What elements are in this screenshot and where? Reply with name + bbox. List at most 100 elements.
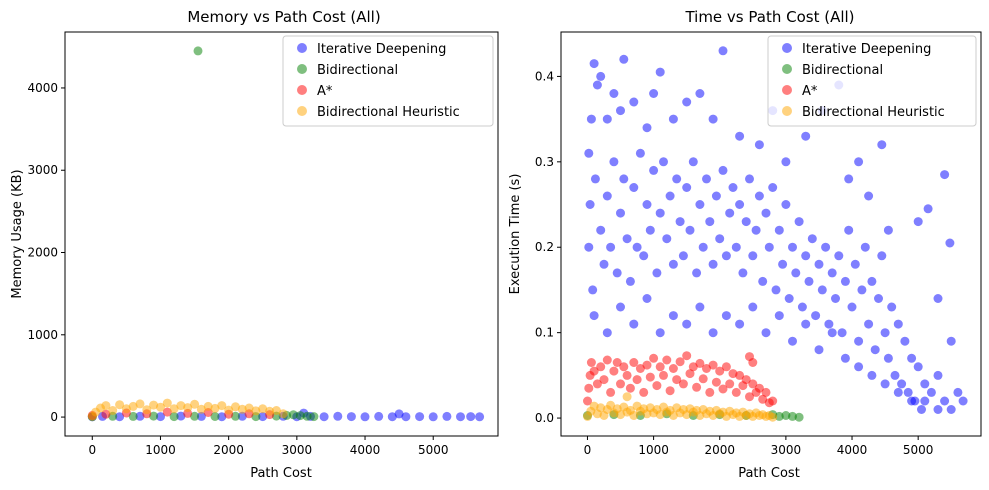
data-point (251, 406, 261, 416)
data-point (678, 251, 688, 261)
data-point (804, 276, 814, 286)
data-point (295, 411, 305, 421)
data-point (596, 225, 606, 235)
data-point (606, 387, 616, 397)
data-point (735, 200, 745, 209)
data-point (586, 358, 596, 367)
data-point (156, 402, 165, 412)
chart-title: Memory vs Path Cost (All) (187, 8, 380, 26)
data-point (860, 242, 870, 252)
data-point (599, 375, 609, 385)
data-point (867, 276, 877, 286)
y-tick-label: 0 (50, 410, 58, 424)
data-point (602, 114, 612, 124)
data-point (933, 370, 943, 380)
data-point (781, 200, 791, 209)
data-point (731, 242, 741, 252)
data-point (101, 401, 111, 411)
data-point (649, 89, 659, 98)
memory-chart: Memory vs Path Cost (All) 0 1000 2000 3000 4… (10, 8, 499, 481)
data-point (162, 398, 172, 408)
data-point (639, 251, 649, 261)
data-point (698, 242, 708, 252)
data-point (682, 319, 692, 329)
data-point (333, 411, 343, 421)
time-chart: Time vs Path Cost (All) 0 1000 2000 3000 400… (508, 8, 982, 481)
data-point (592, 80, 602, 90)
data-point (692, 268, 702, 278)
data-point (466, 412, 476, 422)
data-point (811, 311, 821, 321)
data-point (788, 411, 797, 421)
data-point (596, 71, 606, 81)
data-point (665, 386, 675, 396)
y-tick-label: 3000 (27, 163, 58, 177)
data-point (652, 381, 662, 391)
legend-label: Bidirectional (317, 63, 398, 78)
data-point (210, 412, 220, 421)
data-point (183, 403, 193, 413)
data-point (864, 191, 874, 201)
data-point (913, 362, 923, 372)
data-point (788, 336, 797, 346)
x-tick-label: 2000 (704, 443, 735, 457)
data-point (791, 268, 801, 278)
data-point (708, 114, 718, 124)
data-point (632, 375, 642, 385)
data-point (814, 259, 824, 269)
data-point (319, 412, 329, 422)
plot-area: 0 1000 2000 3000 4000 5000 0.0 0.1 0.2 0.3 0.4 (535, 31, 982, 457)
data-point (645, 225, 655, 235)
data-point (794, 412, 804, 422)
data-point (258, 404, 268, 414)
data-point (665, 191, 675, 201)
data-point (625, 383, 635, 393)
data-point (629, 183, 639, 192)
data-point (801, 131, 811, 141)
data-point (668, 259, 678, 269)
data-point (870, 345, 880, 355)
chart-title: Time vs Path Cost (All) (684, 8, 854, 26)
data-point (176, 401, 186, 411)
data-point (622, 370, 632, 380)
x-tick-label: 1000 (145, 443, 176, 457)
data-point (588, 285, 598, 295)
data-point (751, 225, 761, 235)
data-point (589, 311, 599, 321)
data-point (619, 174, 629, 184)
data-point (589, 59, 599, 69)
data-point (708, 259, 718, 269)
data-point (659, 157, 668, 167)
y-tick-label: 0.0 (535, 411, 554, 425)
data-point (346, 412, 356, 422)
data-point (672, 375, 682, 385)
x-tick-label: 3000 (282, 443, 313, 457)
data-point (844, 225, 854, 235)
y-tick-label: 0.1 (535, 326, 554, 340)
data-point (456, 412, 465, 422)
data-point (586, 114, 596, 124)
data-point (224, 405, 234, 415)
data-point (814, 345, 824, 355)
legend-marker (297, 64, 307, 74)
data-point (731, 387, 741, 397)
data-point (761, 208, 771, 218)
data-point (193, 46, 203, 56)
data-point (920, 396, 930, 406)
data-point (695, 358, 705, 368)
data-point (169, 404, 179, 414)
legend-entries: Iterative Deepening Bidirectional A* Bidire… (782, 42, 945, 120)
data-point (265, 406, 275, 416)
legend-label: Iterative Deepening (802, 42, 931, 57)
x-axis-ticks: 0 1000 2000 3000 4000 5000 (88, 436, 448, 457)
data-point (302, 411, 312, 421)
x-axis-label: Path Cost (738, 466, 800, 481)
data-point (237, 411, 247, 421)
data-point (705, 387, 715, 397)
data-point (278, 409, 288, 419)
data-point (584, 383, 594, 393)
data-points (87, 46, 485, 422)
data-point (616, 106, 625, 116)
data-point (821, 242, 831, 252)
data-point (196, 404, 206, 414)
